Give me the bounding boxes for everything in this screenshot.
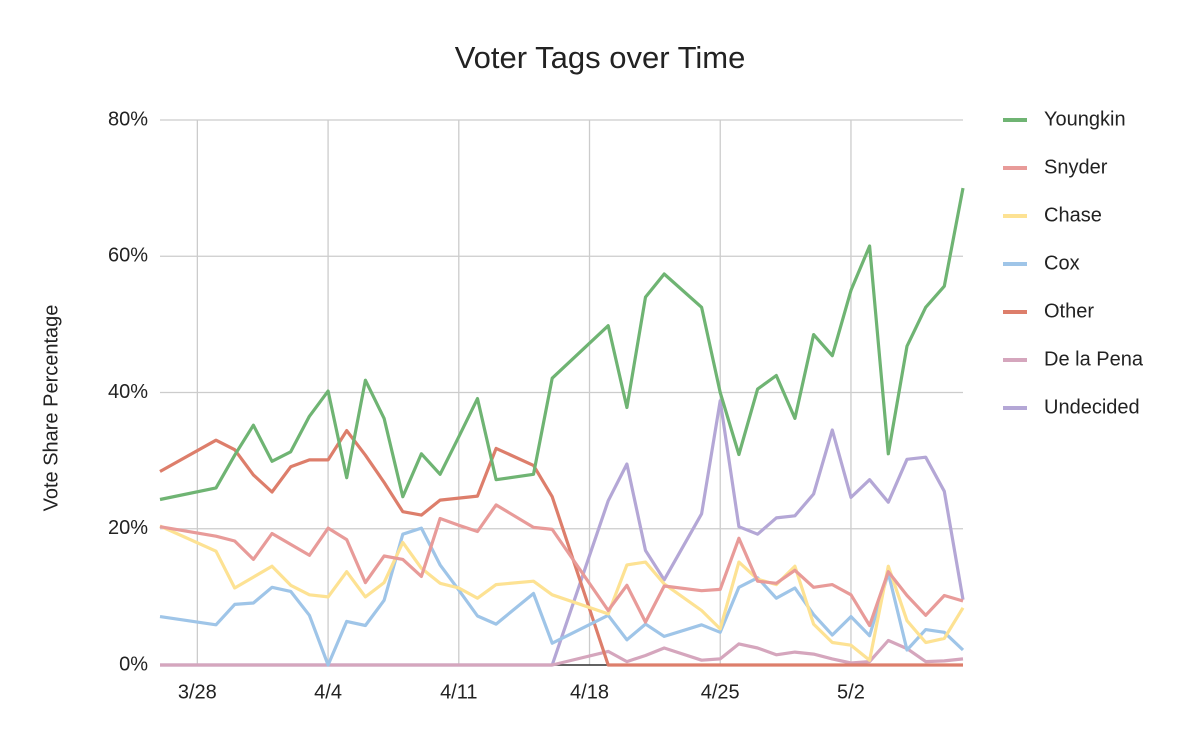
y-tick-label: 20% [108, 517, 148, 539]
legend-text: Chase [1044, 204, 1102, 226]
x-tick-label: 4/25 [701, 681, 740, 703]
chart-title: Voter Tags over Time [455, 40, 746, 75]
series-line [160, 638, 964, 667]
x-tick-label: 4/11 [440, 681, 477, 703]
y-axis-label: Vote Share Percentage [40, 305, 62, 512]
legend-text: Cox [1044, 252, 1080, 274]
series-line [159, 526, 965, 667]
series-line [159, 503, 964, 628]
series-line [159, 524, 965, 662]
legend-text: Snyder [1044, 156, 1108, 178]
legend-text: Youngkin [1044, 108, 1126, 130]
y-tick-label: 60% [108, 245, 148, 267]
y-tick-label: 40% [108, 381, 148, 403]
x-tick-label: 3/28 [178, 681, 217, 703]
legend-text: De la Pena [1044, 348, 1144, 370]
x-tick-label: 5/2 [837, 681, 865, 703]
legend-text: Undecided [1044, 396, 1140, 418]
series-line [159, 187, 965, 502]
series-line [159, 429, 963, 667]
y-tick-label: 0% [119, 653, 148, 675]
x-tick-label: 4/18 [570, 681, 609, 703]
x-tick-label: 4/4 [314, 681, 342, 703]
legend-text: Other [1044, 300, 1094, 322]
y-tick-label: 80% [108, 108, 148, 130]
